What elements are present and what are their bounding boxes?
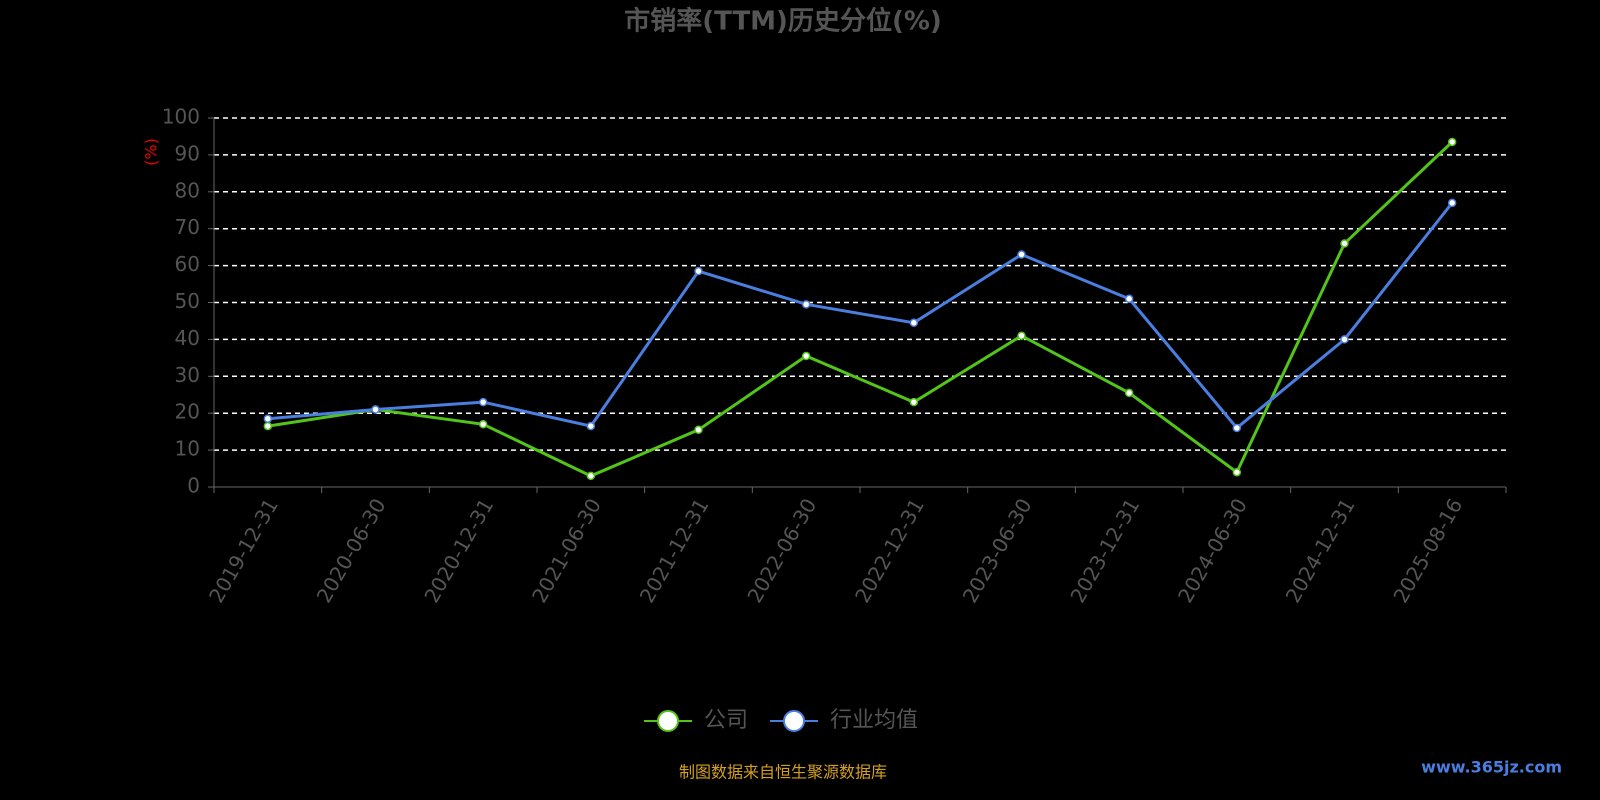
point: [371, 405, 380, 414]
point: [909, 397, 919, 407]
x-tick-label: 2022-06-30: [742, 494, 821, 607]
point: [478, 397, 488, 407]
x-tick-label: 2022-12-31: [850, 494, 929, 607]
point: [801, 351, 811, 361]
point: [1232, 423, 1242, 433]
chart-title: 市销率(TTM)历史分位(%): [624, 6, 942, 37]
point: [1017, 250, 1026, 259]
legend-label: 行业均值: [830, 708, 918, 733]
y-tick-label: 20: [175, 400, 200, 424]
x-tick-label: 2021-12-31: [635, 494, 714, 607]
point: [1447, 137, 1457, 147]
point: [478, 420, 488, 429]
point: [263, 414, 273, 423]
y-axis-label: (%): [142, 138, 161, 166]
point: [1124, 294, 1134, 304]
y-tick-label: 80: [175, 178, 200, 202]
y-tick-label: 90: [175, 141, 200, 165]
x-tick-label: 2020-12-31: [419, 494, 498, 607]
y-tick-label: 30: [175, 363, 200, 387]
x-tick-label: 2025-08-16: [1388, 494, 1467, 607]
series-line: [267, 140, 1454, 478]
point: [694, 425, 703, 435]
y-tick-label: 100: [162, 105, 200, 129]
point: [586, 421, 596, 431]
y-tick-label: 10: [175, 437, 200, 461]
point: [263, 421, 273, 431]
y-tick-label: 60: [175, 252, 200, 276]
point: [694, 266, 703, 276]
x-tick-label: 2023-06-30: [958, 494, 1037, 607]
x-tick-label: 2024-12-31: [1281, 494, 1360, 607]
y-tick-label: 50: [175, 289, 200, 313]
x-tick-label: 2020-06-30: [312, 494, 391, 607]
x-tick-label: 2021-06-30: [527, 494, 606, 607]
legend-label: 公司: [704, 708, 748, 733]
point: [1340, 239, 1349, 248]
y-tick-label: 40: [175, 326, 200, 350]
point: [586, 471, 596, 481]
x-tick-label: 2019-12-31: [204, 494, 283, 607]
watermark: www.365jz.com: [1421, 758, 1562, 777]
legend-marker: [783, 710, 806, 732]
legend-marker: [657, 710, 679, 732]
point: [909, 318, 919, 328]
point: [1232, 467, 1242, 477]
point: [1124, 388, 1134, 398]
x-tick-label: 2023-12-31: [1065, 494, 1144, 607]
series-line: [267, 201, 1454, 431]
point: [1017, 331, 1026, 340]
point: [1340, 335, 1349, 344]
y-tick-label: 70: [175, 215, 200, 239]
point: [801, 300, 811, 309]
point: [1447, 198, 1457, 208]
chart: 市销率(TTM)历史分位(%) (%) 制图数据来自恒生聚源数据库 www.36…: [142, 6, 1563, 782]
source-note: 制图数据来自恒生聚源数据库: [679, 763, 887, 782]
x-tick-label: 2024-06-30: [1173, 494, 1252, 607]
y-tick-label: 0: [187, 474, 200, 498]
